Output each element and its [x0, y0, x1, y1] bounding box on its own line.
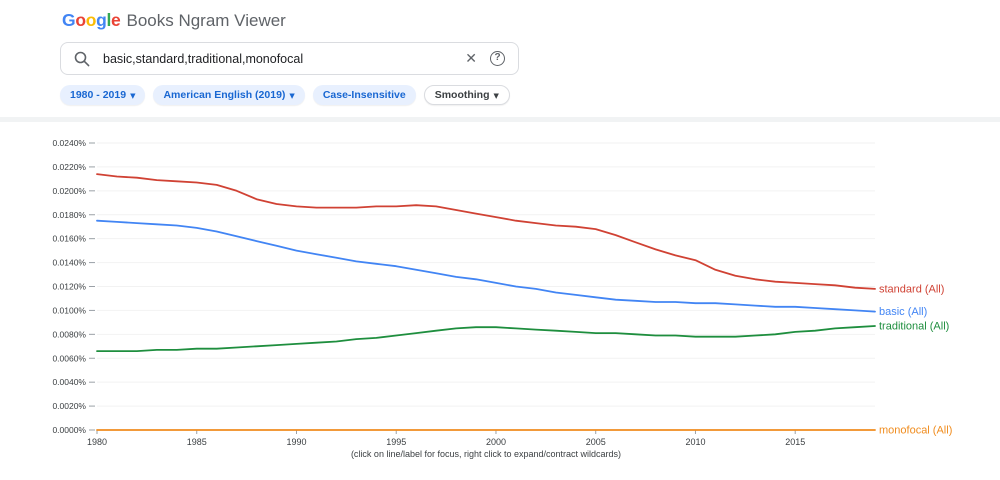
y-tick-label: 0.0160% — [52, 234, 86, 244]
y-tick-label: 0.0060% — [52, 353, 86, 363]
y-tick-label: 0.0200% — [52, 186, 86, 196]
logo-letter: o — [75, 10, 86, 30]
search-icon — [74, 51, 90, 66]
x-tick-label: 2010 — [685, 437, 705, 447]
series-label-basic[interactable]: basic (All) — [879, 306, 927, 318]
y-tick-label: 0.0040% — [52, 377, 86, 387]
x-tick-label: 2000 — [486, 437, 506, 447]
header-divider — [0, 117, 1000, 122]
chevron-down-icon: ▼ — [493, 91, 499, 100]
x-tick-label: 1985 — [187, 437, 207, 447]
year-range-chip[interactable]: 1980 - 2019 ▼ — [60, 85, 146, 105]
ngram-chart[interactable]: 0.0000% 0.0020% 0.0040% 0.0060% 0.0080% 0.010… — [0, 130, 1000, 448]
x-tick-label: 1995 — [386, 437, 406, 447]
search-input[interactable] — [103, 51, 466, 66]
case-sensitivity-chip[interactable]: Case-Insensitive — [312, 85, 416, 105]
smoothing-chip[interactable]: Smoothing ▼ — [423, 85, 510, 105]
y-tick-label: 0.0240% — [52, 138, 86, 148]
corpus-label: American English (2019) — [163, 89, 286, 101]
corpus-chip[interactable]: American English (2019) ▼ — [153, 85, 305, 105]
series-line-standard[interactable] — [96, 173, 876, 290]
y-tick-label: 0.0120% — [52, 282, 86, 292]
page-title: Books Ngram Viewer — [126, 11, 286, 30]
series-label-monofocal[interactable]: monofocal (All) — [879, 425, 952, 437]
smoothing-label: Smoothing — [434, 89, 490, 101]
x-tick-label: 1990 — [286, 437, 306, 447]
logo-letter: G — [62, 10, 76, 30]
series-line-basic[interactable] — [96, 219, 876, 313]
y-tick-label: 0.0080% — [52, 329, 86, 339]
logo-letter: e — [111, 10, 121, 30]
google-logo: Google — [62, 10, 121, 31]
y-tick-label: 0.0180% — [52, 210, 86, 220]
logo-letter: o — [85, 10, 97, 30]
y-tick-label: 0.0000% — [52, 425, 86, 435]
x-tick-label: 2005 — [586, 437, 606, 447]
y-tick-label: 0.0220% — [52, 162, 86, 172]
x-tick-label: 2015 — [785, 437, 805, 447]
search-box[interactable]: ✕ ? — [60, 42, 519, 75]
y-tick-label: 0.0140% — [52, 258, 86, 268]
case-sensitivity-label: Case-Insensitive — [322, 89, 406, 101]
clear-icon[interactable]: ✕ — [465, 50, 477, 67]
logo-letter: l — [106, 10, 112, 30]
logo-letter: g — [96, 10, 107, 30]
x-tick-label: 1980 — [87, 437, 107, 447]
chevron-down-icon: ▼ — [130, 91, 136, 100]
chart-caption: (click on line/label for focus, right cl… — [350, 449, 622, 459]
series-line-traditional[interactable] — [96, 325, 876, 353]
year-range-label: 1980 - 2019 — [70, 89, 127, 101]
y-tick-label: 0.0100% — [52, 305, 86, 315]
series-label-traditional[interactable]: traditional (All) — [879, 320, 949, 332]
chevron-down-icon: ▼ — [289, 91, 295, 100]
y-tick-label: 0.0020% — [52, 401, 86, 411]
app-logo[interactable]: Google Books Ngram Viewer — [62, 10, 286, 31]
series-label-standard[interactable]: standard (All) — [879, 283, 944, 295]
help-icon[interactable]: ? — [490, 51, 505, 66]
filter-chips: 1980 - 2019 ▼ American English (2019) ▼ … — [60, 85, 510, 105]
